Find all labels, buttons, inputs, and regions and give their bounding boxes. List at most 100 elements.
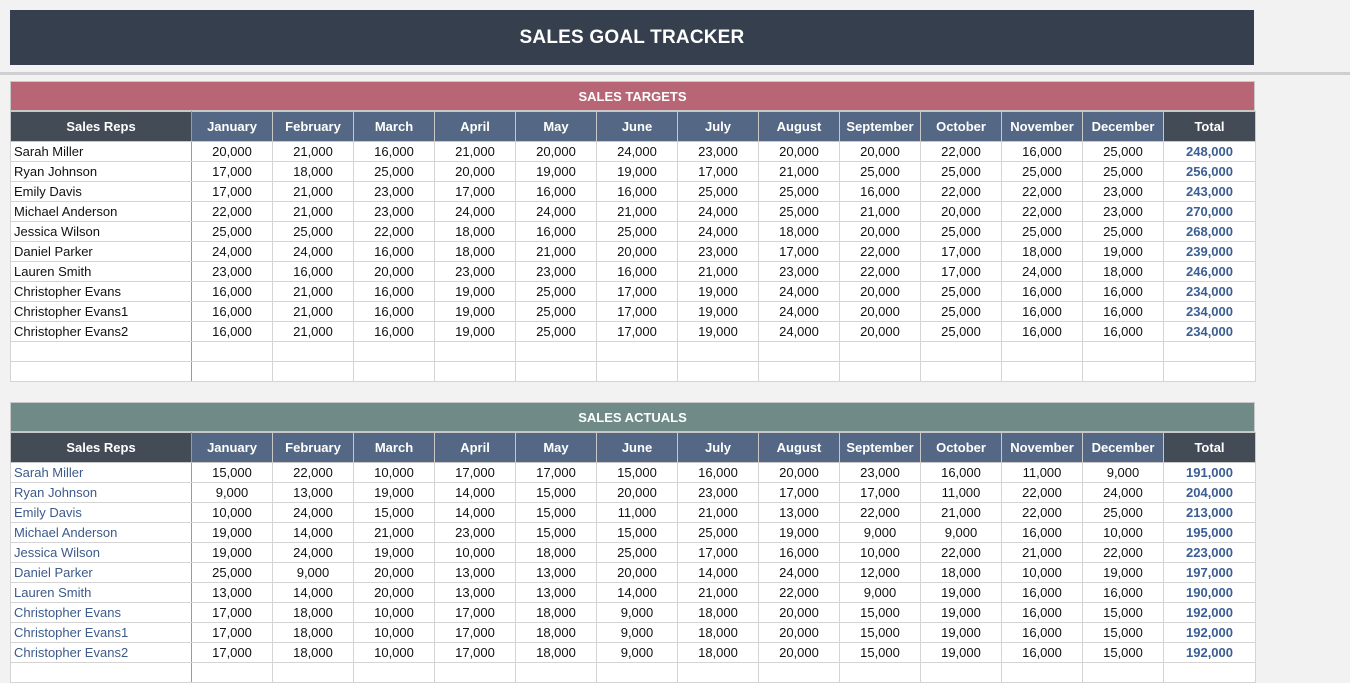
column-header-june[interactable]: June xyxy=(596,111,678,142)
empty-cell[interactable] xyxy=(677,361,759,382)
month-value-cell[interactable]: 16,000 xyxy=(596,261,678,282)
empty-cell[interactable] xyxy=(677,662,759,683)
month-value-cell[interactable]: 21,000 xyxy=(272,201,354,222)
month-value-cell[interactable]: 25,000 xyxy=(191,562,273,583)
empty-cell[interactable] xyxy=(191,361,273,382)
month-value-cell[interactable]: 10,000 xyxy=(434,542,516,563)
month-value-cell[interactable]: 19,000 xyxy=(677,321,759,342)
month-value-cell[interactable]: 16,000 xyxy=(596,181,678,202)
empty-cell[interactable] xyxy=(434,361,516,382)
month-value-cell[interactable]: 23,000 xyxy=(758,261,840,282)
month-value-cell[interactable]: 19,000 xyxy=(920,602,1002,623)
empty-cell[interactable] xyxy=(1001,361,1083,382)
month-value-cell[interactable]: 22,000 xyxy=(353,221,435,242)
month-value-cell[interactable]: 17,000 xyxy=(758,482,840,503)
empty-cell[interactable] xyxy=(272,361,354,382)
empty-cell[interactable] xyxy=(758,361,840,382)
month-value-cell[interactable]: 18,000 xyxy=(515,642,597,663)
month-value-cell[interactable]: 25,000 xyxy=(1082,221,1164,242)
rep-name-cell[interactable]: Michael Anderson xyxy=(10,201,192,222)
month-value-cell[interactable]: 16,000 xyxy=(515,221,597,242)
month-value-cell[interactable]: 9,000 xyxy=(272,562,354,583)
total-cell[interactable]: 213,000 xyxy=(1163,502,1256,523)
column-header-october[interactable]: October xyxy=(920,111,1002,142)
empty-cell[interactable] xyxy=(1163,341,1256,362)
month-value-cell[interactable]: 25,000 xyxy=(1001,221,1083,242)
month-value-cell[interactable]: 14,000 xyxy=(434,502,516,523)
month-value-cell[interactable]: 11,000 xyxy=(920,482,1002,503)
month-value-cell[interactable]: 21,000 xyxy=(515,241,597,262)
empty-cell[interactable] xyxy=(191,662,273,683)
month-value-cell[interactable]: 17,000 xyxy=(191,642,273,663)
month-value-cell[interactable]: 16,000 xyxy=(191,301,273,322)
column-header-december[interactable]: December xyxy=(1082,111,1164,142)
month-value-cell[interactable]: 17,000 xyxy=(596,321,678,342)
month-value-cell[interactable]: 25,000 xyxy=(920,321,1002,342)
month-value-cell[interactable]: 13,000 xyxy=(758,502,840,523)
month-value-cell[interactable]: 17,000 xyxy=(758,241,840,262)
month-value-cell[interactable]: 10,000 xyxy=(353,642,435,663)
month-value-cell[interactable]: 17,000 xyxy=(191,161,273,182)
month-value-cell[interactable]: 21,000 xyxy=(272,301,354,322)
month-value-cell[interactable]: 20,000 xyxy=(191,141,273,162)
month-value-cell[interactable]: 19,000 xyxy=(596,161,678,182)
empty-cell[interactable] xyxy=(1163,361,1256,382)
month-value-cell[interactable]: 15,000 xyxy=(1082,642,1164,663)
month-value-cell[interactable]: 15,000 xyxy=(515,502,597,523)
month-value-cell[interactable]: 25,000 xyxy=(596,221,678,242)
month-value-cell[interactable]: 11,000 xyxy=(596,502,678,523)
column-header-february[interactable]: February xyxy=(272,432,354,463)
month-value-cell[interactable]: 20,000 xyxy=(839,281,921,302)
month-value-cell[interactable]: 22,000 xyxy=(1001,502,1083,523)
total-cell[interactable]: 234,000 xyxy=(1163,281,1256,302)
month-value-cell[interactable]: 19,000 xyxy=(353,542,435,563)
month-value-cell[interactable]: 24,000 xyxy=(758,281,840,302)
empty-cell[interactable] xyxy=(353,361,435,382)
rep-name-cell[interactable]: Ryan Johnson xyxy=(10,161,192,182)
month-value-cell[interactable]: 25,000 xyxy=(1082,502,1164,523)
total-cell[interactable]: 192,000 xyxy=(1163,622,1256,643)
month-value-cell[interactable]: 16,000 xyxy=(1001,301,1083,322)
month-value-cell[interactable]: 22,000 xyxy=(758,582,840,603)
empty-cell[interactable] xyxy=(596,341,678,362)
month-value-cell[interactable]: 16,000 xyxy=(677,462,759,483)
month-value-cell[interactable]: 17,000 xyxy=(434,622,516,643)
month-value-cell[interactable]: 19,000 xyxy=(677,281,759,302)
month-value-cell[interactable]: 16,000 xyxy=(920,462,1002,483)
month-value-cell[interactable]: 9,000 xyxy=(596,642,678,663)
month-value-cell[interactable]: 22,000 xyxy=(920,542,1002,563)
month-value-cell[interactable]: 14,000 xyxy=(272,582,354,603)
empty-cell[interactable] xyxy=(353,341,435,362)
month-value-cell[interactable]: 17,000 xyxy=(434,642,516,663)
month-value-cell[interactable]: 25,000 xyxy=(920,221,1002,242)
column-header-february[interactable]: February xyxy=(272,111,354,142)
month-value-cell[interactable]: 18,000 xyxy=(515,542,597,563)
month-value-cell[interactable]: 23,000 xyxy=(839,462,921,483)
month-value-cell[interactable]: 18,000 xyxy=(920,562,1002,583)
column-header-march[interactable]: March xyxy=(353,111,435,142)
month-value-cell[interactable]: 15,000 xyxy=(839,642,921,663)
month-value-cell[interactable]: 13,000 xyxy=(434,562,516,583)
month-value-cell[interactable]: 13,000 xyxy=(515,562,597,583)
month-value-cell[interactable]: 19,000 xyxy=(515,161,597,182)
month-value-cell[interactable]: 25,000 xyxy=(191,221,273,242)
month-value-cell[interactable]: 24,000 xyxy=(272,241,354,262)
month-value-cell[interactable]: 22,000 xyxy=(839,261,921,282)
month-value-cell[interactable]: 16,000 xyxy=(1082,582,1164,603)
month-value-cell[interactable]: 21,000 xyxy=(596,201,678,222)
month-value-cell[interactable]: 25,000 xyxy=(515,301,597,322)
month-value-cell[interactable]: 22,000 xyxy=(839,241,921,262)
month-value-cell[interactable]: 20,000 xyxy=(353,582,435,603)
column-header-april[interactable]: April xyxy=(434,432,516,463)
empty-cell[interactable] xyxy=(10,662,192,683)
month-value-cell[interactable]: 18,000 xyxy=(515,602,597,623)
month-value-cell[interactable]: 17,000 xyxy=(434,602,516,623)
month-value-cell[interactable]: 15,000 xyxy=(839,602,921,623)
month-value-cell[interactable]: 13,000 xyxy=(272,482,354,503)
month-value-cell[interactable]: 22,000 xyxy=(272,462,354,483)
month-value-cell[interactable]: 25,000 xyxy=(1082,161,1164,182)
rep-name-cell[interactable]: Lauren Smith xyxy=(10,582,192,603)
empty-cell[interactable] xyxy=(1001,662,1083,683)
month-value-cell[interactable]: 12,000 xyxy=(839,562,921,583)
month-value-cell[interactable]: 15,000 xyxy=(191,462,273,483)
